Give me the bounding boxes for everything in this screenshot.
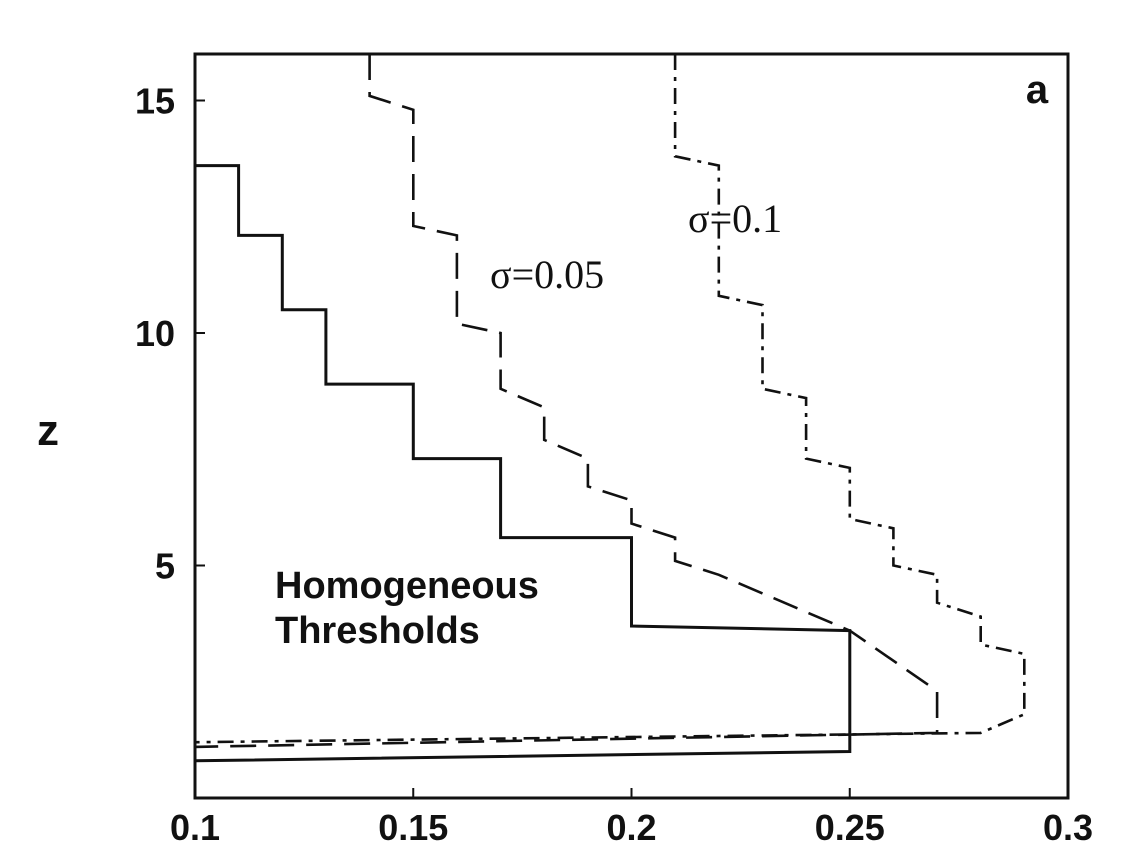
panel-label: a [1026, 68, 1049, 112]
series-line-solid [193, 54, 852, 763]
series-line-dashed [194, 54, 939, 749]
series-line-dashdot [194, 54, 1026, 744]
x-tick-label: 0.25 [815, 807, 885, 848]
annotation-sigma-01: σ=0.1 [688, 196, 782, 241]
series-layer [193, 54, 1026, 763]
annotation-sigma-005: σ=0.05 [490, 252, 604, 297]
y-tick-label: 10 [135, 313, 175, 354]
x-axis: 0.1 0.15 0.2 0.25 0.3 [170, 788, 1093, 848]
y-axis: 5 10 15 [135, 81, 205, 587]
x-tick-label: 0.2 [606, 807, 656, 848]
annotation-thresholds: Thresholds [275, 610, 480, 652]
plot-frame [193, 52, 1070, 800]
x-tick-label: 0.15 [378, 807, 448, 848]
y-tick-label: 15 [135, 81, 175, 122]
x-tick-label: 0.3 [1043, 807, 1093, 848]
y-tick-label: 5 [155, 546, 175, 587]
annotation-homogeneous: Homogeneous [275, 565, 539, 607]
y-axis-label: z [37, 406, 59, 455]
x-tick-label: 0.1 [170, 807, 220, 848]
